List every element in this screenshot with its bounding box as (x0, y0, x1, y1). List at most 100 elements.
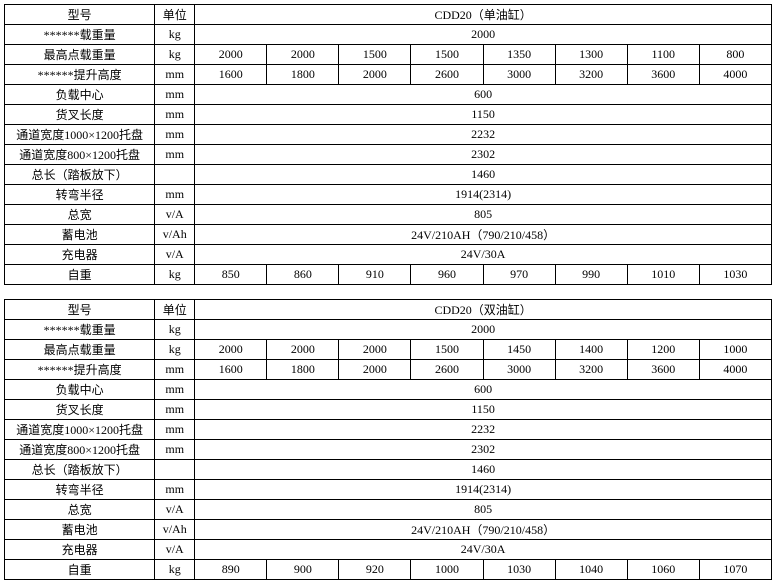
row-label: 货叉长度 (5, 400, 155, 420)
row-value: 1150 (195, 105, 772, 125)
row-label: ******载重量 (5, 320, 155, 340)
row-cell: 960 (411, 265, 483, 285)
model-label: 型号 (5, 5, 155, 25)
row-label: 蓄电池 (5, 520, 155, 540)
row-unit: v/A (155, 540, 195, 560)
table-row: 最高点载重量kg2000200015001500135013001100800 (5, 45, 772, 65)
row-value: 805 (195, 500, 772, 520)
spec-table-2: 型号单位CDD20（双油缸）******载重量kg2000最高点载重量kg200… (4, 299, 772, 580)
unit-header: 单位 (155, 5, 195, 25)
row-cell: 800 (699, 45, 771, 65)
row-cell: 920 (339, 560, 411, 580)
row-cell: 2600 (411, 360, 483, 380)
row-unit: mm (155, 145, 195, 165)
row-value: 2232 (195, 420, 772, 440)
row-unit: kg (155, 340, 195, 360)
row-cell: 2000 (339, 340, 411, 360)
row-label: 总长（踏板放下） (5, 460, 155, 480)
table-row: ******载重量kg2000 (5, 320, 772, 340)
row-label: 总长（踏板放下） (5, 165, 155, 185)
row-cell: 1800 (267, 65, 339, 85)
table-row: 总长（踏板放下）1460 (5, 165, 772, 185)
row-label: ******提升高度 (5, 360, 155, 380)
table-row: 总长（踏板放下）1460 (5, 460, 772, 480)
row-unit: mm (155, 380, 195, 400)
row-label: 转弯半径 (5, 185, 155, 205)
row-cell: 3600 (627, 360, 699, 380)
row-value: 24V/30A (195, 245, 772, 265)
row-label: 货叉长度 (5, 105, 155, 125)
row-unit: kg (155, 320, 195, 340)
row-unit (155, 460, 195, 480)
tables-container: 型号单位CDD20（单油缸）******载重量kg2000最高点载重量kg200… (4, 4, 772, 580)
table-row: 通道宽度800×1200托盘mm2302 (5, 145, 772, 165)
row-unit: v/A (155, 500, 195, 520)
table-row: ******提升高度mm1600180020002600300032003600… (5, 360, 772, 380)
row-cell: 3600 (627, 65, 699, 85)
row-label: 自重 (5, 560, 155, 580)
row-unit: v/Ah (155, 225, 195, 245)
row-cell: 1300 (555, 45, 627, 65)
table-row: 蓄电池v/Ah24V/210AH（790/210/458） (5, 225, 772, 245)
row-cell: 2000 (267, 45, 339, 65)
table-row: 充电器v/A24V/30A (5, 540, 772, 560)
row-cell: 1060 (627, 560, 699, 580)
row-unit: v/A (155, 245, 195, 265)
table-row: 通道宽度800×1200托盘mm2302 (5, 440, 772, 460)
row-value: 1914(2314) (195, 185, 772, 205)
model-label: 型号 (5, 300, 155, 320)
row-unit: mm (155, 105, 195, 125)
table-row: ******载重量kg2000 (5, 25, 772, 45)
row-cell: 1500 (411, 45, 483, 65)
row-cell: 1030 (699, 265, 771, 285)
row-label: 通道宽度800×1200托盘 (5, 440, 155, 460)
table-row: 转弯半径mm1914(2314) (5, 185, 772, 205)
table-row: 负载中心mm600 (5, 85, 772, 105)
row-unit (155, 165, 195, 185)
table-row: 自重kg89090092010001030104010601070 (5, 560, 772, 580)
table-row: 负载中心mm600 (5, 380, 772, 400)
table-row: 自重kg85086091096097099010101030 (5, 265, 772, 285)
table-row: 通道宽度1000×1200托盘mm2232 (5, 125, 772, 145)
row-unit: kg (155, 25, 195, 45)
row-cell: 1500 (339, 45, 411, 65)
row-unit: mm (155, 125, 195, 145)
row-unit: mm (155, 420, 195, 440)
table-spacer (4, 285, 772, 299)
row-unit: v/Ah (155, 520, 195, 540)
model-value: CDD20（双油缸） (195, 300, 772, 320)
row-value: 1150 (195, 400, 772, 420)
row-cell: 3000 (483, 360, 555, 380)
table-row: 货叉长度mm1150 (5, 105, 772, 125)
row-label: 通道宽度1000×1200托盘 (5, 125, 155, 145)
row-value: 600 (195, 85, 772, 105)
row-cell: 860 (267, 265, 339, 285)
row-label: 通道宽度1000×1200托盘 (5, 420, 155, 440)
row-cell: 850 (195, 265, 267, 285)
row-label: 转弯半径 (5, 480, 155, 500)
row-value: 805 (195, 205, 772, 225)
row-label: 总宽 (5, 500, 155, 520)
row-value: 24V/210AH（790/210/458） (195, 520, 772, 540)
row-cell: 4000 (699, 360, 771, 380)
table-row: 转弯半径mm1914(2314) (5, 480, 772, 500)
table-row: 最高点载重量kg20002000200015001450140012001000 (5, 340, 772, 360)
row-label: 通道宽度800×1200托盘 (5, 145, 155, 165)
row-unit: kg (155, 45, 195, 65)
row-unit: mm (155, 360, 195, 380)
table-row: 货叉长度mm1150 (5, 400, 772, 420)
row-unit: kg (155, 265, 195, 285)
row-unit: mm (155, 185, 195, 205)
table-row: 通道宽度1000×1200托盘mm2232 (5, 420, 772, 440)
row-cell: 1040 (555, 560, 627, 580)
row-cell: 2000 (339, 65, 411, 85)
row-label: 负载中心 (5, 85, 155, 105)
row-cell: 3200 (555, 65, 627, 85)
row-cell: 1450 (483, 340, 555, 360)
row-cell: 1010 (627, 265, 699, 285)
header-row: 型号单位CDD20（双油缸） (5, 300, 772, 320)
row-cell: 910 (339, 265, 411, 285)
row-label: ******提升高度 (5, 65, 155, 85)
row-cell: 1100 (627, 45, 699, 65)
row-cell: 900 (267, 560, 339, 580)
